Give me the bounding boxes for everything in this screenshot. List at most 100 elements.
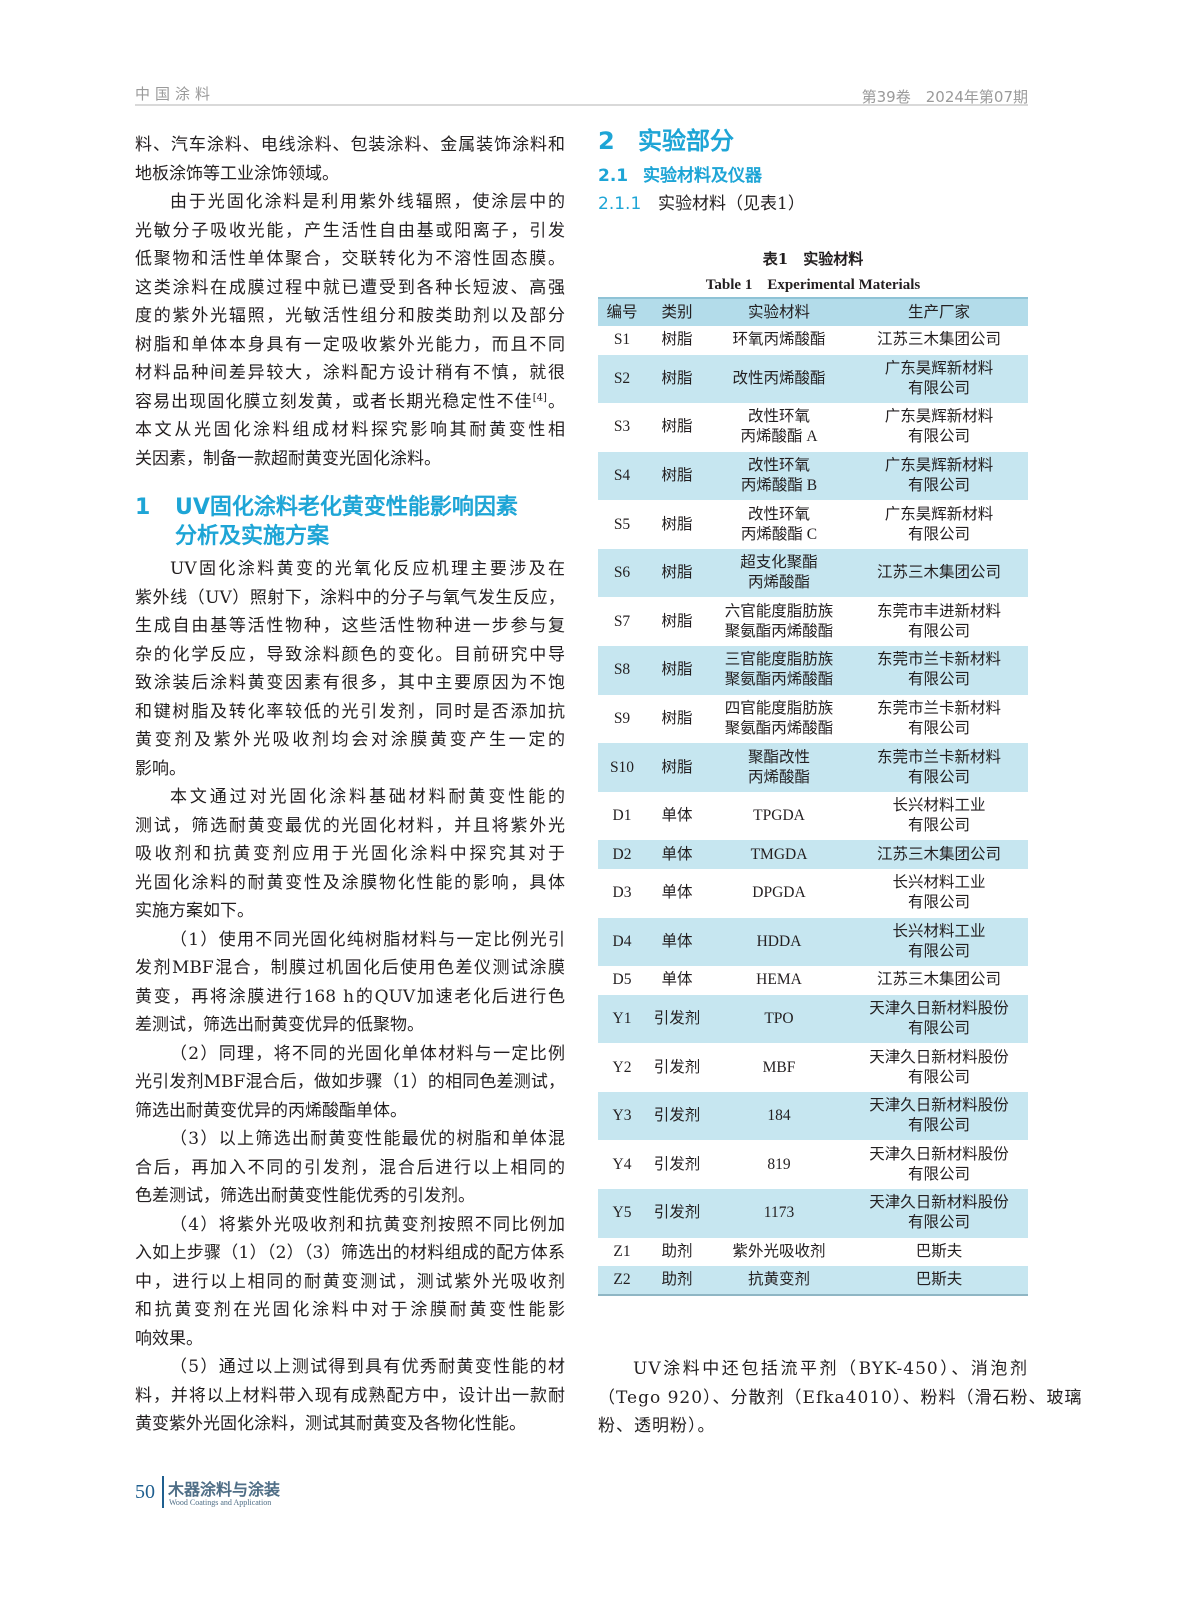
section-title: 实验部分 [638, 127, 734, 155]
text-line: 材料品种间差异较大，涂料配方设计稍有不慎，就很 [135, 363, 565, 383]
table-row: S6 树脂 超支化聚酯 丙烯酸酯 江苏三木集团公司 [598, 548, 1028, 598]
cell-text-line: 环氧丙烯酸酯 [732, 331, 826, 349]
text-line: 由于光固化涂料是利用紫外线辐照，使涂层中的 [170, 192, 565, 212]
table-row: S10 树脂 聚酯改性 丙烯酸酯 东莞市兰卡新材料 有限公司 [598, 743, 1028, 792]
paragraph: （2）同理，将不同的光固化单体材料与一定比例 光引发剂MBF混合后，做如步骤（1）… [135, 1040, 565, 1126]
cell-text-line: 有限公司 [907, 428, 970, 446]
table-header-row: 编号 类别 实验材料 生产厂家 [598, 298, 1028, 326]
table-row: S2 树脂 改性丙烯酸酯 广东昊辉新材料 有限公司 [598, 354, 1028, 404]
cell-text-line: 抗黄变剂 [747, 1270, 810, 1288]
text-line: 响效果。 [135, 1328, 203, 1349]
cell-category: 单体 [661, 845, 693, 863]
section-number: 1 [135, 495, 151, 520]
cell-category: 树脂 [661, 661, 693, 679]
text-line: 容易出现固化膜立刻发黄，或者长期光稳定性不佳[4]。 [135, 388, 565, 417]
cell-category: 树脂 [661, 564, 693, 582]
table-row: Z2 助剂 抗黄变剂 巴斯夫 [598, 1266, 1028, 1295]
cell-text-line: 超支化聚酯 [740, 554, 818, 572]
cell-text-line: 广东昊辉新材料 [884, 359, 994, 377]
cell-text-line: 天津久日新材料股份 [869, 1048, 1009, 1066]
cell-text-line: 天津久日新材料股份 [869, 1097, 1009, 1115]
cell-material: TPGDA [708, 792, 850, 841]
text-line: 入如上步骤（1）（2）（3）筛选出的材料组成的配方体系 [135, 1243, 565, 1263]
section-number: 2.1.1 [598, 194, 642, 214]
citation-ref: [4] [532, 391, 547, 403]
section-title: 实验材料及仪器 [643, 166, 762, 186]
cell-text-line: 天津久日新材料股份 [869, 1194, 1009, 1212]
cell-id: Z1 [613, 1242, 631, 1260]
cell-id: D1 [612, 807, 632, 825]
cell-material: 三官能度脂肪族 聚氨酯丙烯酸酯 [708, 646, 850, 695]
cell-id: D5 [612, 971, 632, 989]
text-line: 粉、透明粉）。 [598, 1416, 716, 1436]
table-row: D4 单体 HDDA 长兴材料工业 有限公司 [598, 917, 1028, 967]
cell-id: S8 [613, 661, 631, 679]
cell-id: Z2 [613, 1270, 631, 1288]
cell-category: 树脂 [661, 515, 693, 533]
cell-category: 树脂 [661, 612, 693, 630]
cell-material: MBF [708, 1043, 850, 1092]
cell-material: 改性环氧 丙烯酸酯 A [708, 403, 850, 452]
cell-manufacturer: 天津久日新材料股份 有限公司 [850, 1092, 1028, 1141]
cell-manufacturer: 巴斯夫 [850, 1238, 1028, 1267]
cell-text-line: 丙烯酸酯 [747, 768, 810, 786]
cell-manufacturer: 天津久日新材料股份 有限公司 [850, 995, 1028, 1044]
text-line: 影响。 [135, 758, 186, 779]
text-line: 黄变剂及紫外光吸收剂均会对涂膜黄变产生一定的 [135, 730, 565, 750]
table-caption-en: Table 1 Experimental Materials [705, 277, 921, 293]
cell-text-line: 有限公司 [907, 1165, 970, 1183]
cell-text-line: 有限公司 [907, 1117, 970, 1135]
cell-id: Y1 [612, 1009, 632, 1027]
cell-text-line: 江苏三木集团公司 [876, 845, 1001, 863]
cell-id: Y5 [612, 1204, 632, 1222]
cell-category: 引发剂 [653, 1155, 701, 1173]
cell-category: 树脂 [661, 369, 693, 387]
cell-text-line: 江苏三木集团公司 [876, 564, 1001, 582]
cell-manufacturer: 长兴材料工业 有限公司 [850, 918, 1028, 967]
cell-text-line: 长兴材料工业 [892, 922, 986, 940]
paragraph: （3）以上筛选出耐黄变性能最优的树脂和单体混 合后，再加入不同的引发剂，混合后进行… [135, 1125, 565, 1211]
cell-material: 改性环氧 丙烯酸酯 B [708, 452, 850, 501]
cell-text-line: 有限公司 [907, 1019, 970, 1037]
paragraph: （1）使用不同光固化纯树脂材料与一定比例光引 发剂MBF混合，制膜过机固化后使用色… [135, 926, 565, 1040]
text-line: 这类涂料在成膜过程中就已遭受到各种长短波、高强 [135, 277, 565, 298]
running-header-issue: 第39卷 2024年第07期 [861, 88, 1028, 106]
cell-text-line: 长兴材料工业 [892, 797, 986, 815]
text-line: 度的紫外光辐照，光敏活性组分和胺类助剂以及部分 [135, 306, 565, 326]
table-row: S3 树脂 改性环氧 丙烯酸酯 A 广东昊辉新材料 有限公司 [598, 403, 1028, 452]
table-row: S4 树脂 改性环氧 丙烯酸酯 B 广东昊辉新材料 有限公司 [598, 451, 1028, 501]
paragraph: （5）通过以上测试得到具有优秀耐黄变性能的材 料，并将以上材料带入现有成熟配方中，… [135, 1353, 565, 1439]
table-row: S9 树脂 四官能度脂肪族 聚氨酯丙烯酸酯 东莞市兰卡新材料 有限公司 [598, 695, 1028, 744]
cell-manufacturer: 广东昊辉新材料 有限公司 [850, 452, 1028, 501]
cell-text-line: TPGDA [753, 807, 805, 825]
paragraph: 由于光固化涂料是利用紫外线辐照，使涂层中的 光敏分子吸收光能，产生活性自由基或阳离… [135, 188, 565, 473]
cell-manufacturer: 天津久日新材料股份 有限公司 [850, 1140, 1028, 1189]
table-row: Y4 引发剂 819 天津久日新材料股份 有限公司 [598, 1140, 1028, 1189]
text-line: 低聚物和活性单体聚合，交联转化为不溶性固态膜。 [135, 249, 565, 269]
cell-id: S5 [613, 515, 631, 533]
cell-material: 抗黄变剂 [708, 1266, 850, 1295]
cell-id: S10 [609, 758, 635, 776]
cell-manufacturer: 江苏三木集团公司 [850, 840, 1028, 869]
text-line: 地板涂饰等工业涂饰领域。 [135, 163, 339, 184]
section-heading-2-1: 2.1 实验材料及仪器 [598, 161, 762, 186]
cell-category: 树脂 [661, 466, 693, 484]
text-line: （1）使用不同光固化纯树脂材料与一定比例光引 [170, 929, 565, 950]
column-header-id: 编号 [606, 303, 638, 321]
section-number: 2.1 [598, 166, 629, 186]
footer-journal-cn: 木器涂料与涂装 [168, 1480, 281, 1499]
cell-text-line: 东莞市兰卡新材料 [876, 699, 1001, 717]
cell-text-line: 有限公司 [907, 1068, 970, 1086]
cell-text-line: 江苏三木集团公司 [876, 331, 1001, 349]
cell-text-line: 有限公司 [907, 476, 970, 494]
cell-manufacturer: 东莞市丰进新材料 有限公司 [850, 597, 1028, 646]
cell-text-line: 丙烯酸酯 A [740, 428, 818, 446]
cell-text-line: 天津久日新材料股份 [869, 1145, 1009, 1163]
cell-manufacturer: 东莞市兰卡新材料 有限公司 [850, 743, 1028, 792]
cell-material: 紫外光吸收剂 [708, 1238, 850, 1267]
cell-text-line: HDDA [756, 932, 802, 950]
table-row: S7 树脂 六官能度脂肪族 聚氨酯丙烯酸酯 东莞市丰进新材料 有限公司 [598, 597, 1028, 646]
cell-manufacturer: 江苏三木集团公司 [850, 966, 1028, 995]
paragraph: 料、汽车涂料、电线涂料、包装涂料、金属装饰涂料和 地板涂饰等工业涂饰领域。 [135, 131, 565, 188]
cell-id: Y2 [612, 1058, 632, 1076]
